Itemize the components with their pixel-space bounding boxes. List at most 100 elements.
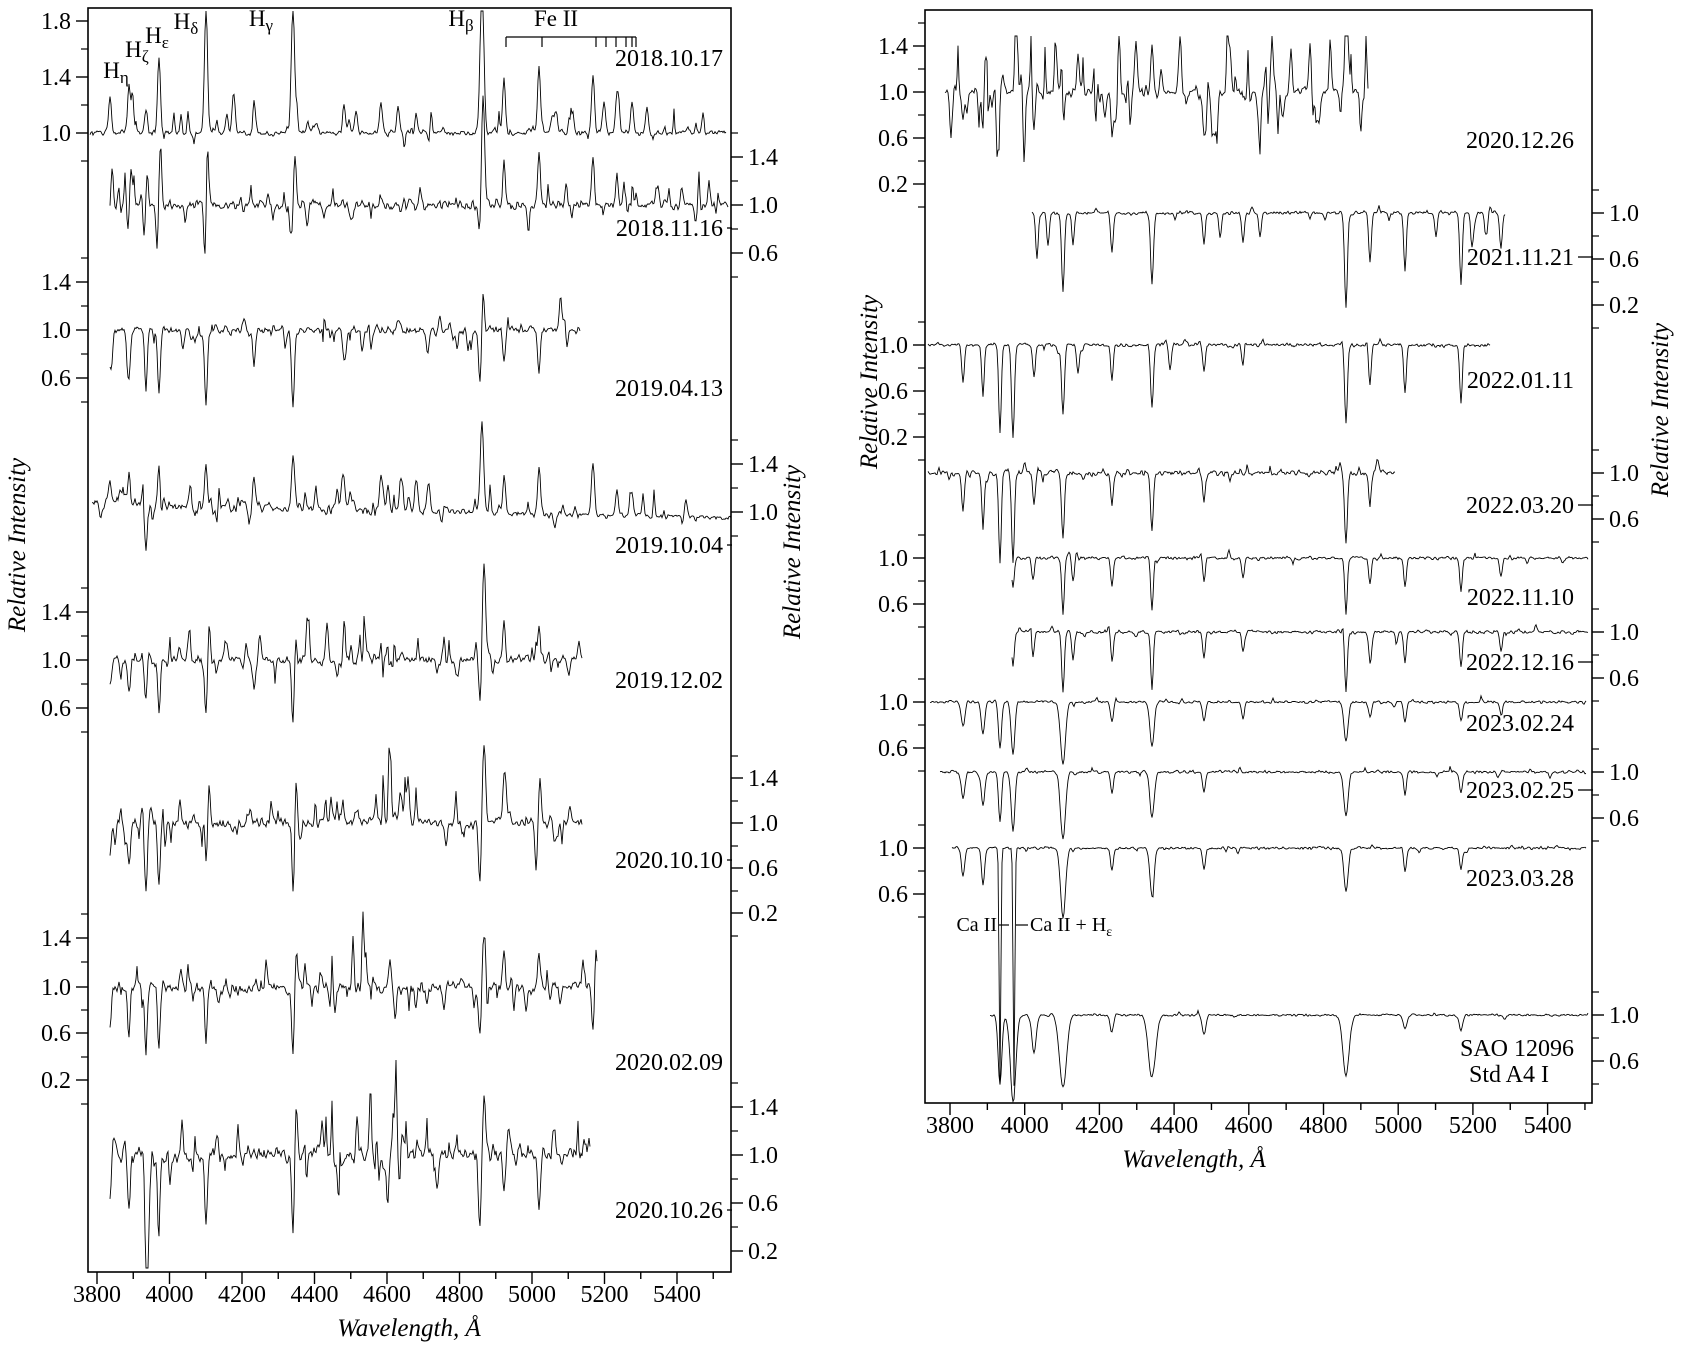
x-axis-title: Wavelength, Å: [1122, 1146, 1266, 1173]
y-tick-label: 0.6: [1609, 806, 1639, 832]
y-tick-label: 0.2: [748, 1239, 778, 1265]
y-tick-label: 1.8: [41, 9, 71, 35]
y-tick-label: 0.6: [41, 696, 71, 722]
y-tick-label: 1.0: [748, 1143, 778, 1169]
spectrum-trace-2021-11-21: [1031, 205, 1506, 308]
y-tick-label: 1.0: [1609, 461, 1639, 487]
date-label: 2020.10.26: [615, 1198, 723, 1224]
y-tick-label: 1.0: [1609, 760, 1639, 786]
y-tick-label: 0.6: [1609, 666, 1639, 692]
y-tick-label: 1.0: [41, 318, 71, 344]
x-tick-label: 4000: [1001, 1113, 1049, 1139]
date-label: 2019.12.02: [615, 668, 723, 694]
feii-label: Fe II: [534, 6, 578, 31]
y-tick-label: 0.6: [878, 592, 908, 618]
x-tick-label: 3800: [926, 1113, 974, 1139]
y-axis-title: Relative Intensity: [4, 457, 31, 633]
y-tick-label: 0.6: [878, 736, 908, 762]
x-tick-label: 4400: [1150, 1113, 1198, 1139]
spectrum-trace-2020-10-10: [109, 745, 583, 892]
x-axis-title: Wavelength, Å: [337, 1315, 481, 1342]
spectrum-trace-2018-10-17: [89, 10, 727, 148]
line-id-label: Hη: [103, 58, 129, 87]
x-tick-label: 5000: [508, 1282, 556, 1308]
y-tick-label: 0.6: [41, 1021, 71, 1047]
y-tick-label: 0.2: [878, 425, 908, 451]
y-tick-label: 1.0: [41, 121, 71, 147]
x-tick-label: 5200: [581, 1282, 629, 1308]
date-label: 2022.11.10: [1467, 585, 1574, 611]
date-label: 2018.10.17: [615, 46, 723, 72]
y-tick-label: 1.4: [748, 766, 778, 792]
x-tick-label: 4600: [1225, 1113, 1273, 1139]
y-tick-label: 1.0: [878, 80, 908, 106]
spectrum-trace-2022-12-16: [1011, 623, 1589, 693]
y-tick-label: 1.0: [878, 546, 908, 572]
y-tick-label: 1.0: [748, 500, 778, 526]
y-tick-label: 1.4: [41, 926, 71, 952]
y-tick-label: 0.6: [748, 1191, 778, 1217]
x-tick-label: 5200: [1449, 1113, 1497, 1139]
date-label: 2023.02.25: [1466, 778, 1574, 804]
caii-he-label: Ca II + Hε: [1030, 914, 1112, 940]
y-tick-label: 1.0: [1609, 1003, 1639, 1029]
y-tick-label: 1.0: [41, 975, 71, 1001]
y-tick-label: 1.0: [878, 836, 908, 862]
y-tick-label: 0.2: [1609, 293, 1639, 319]
y-tick-label: 1.0: [748, 193, 778, 219]
y-tick-label: 0.6: [878, 126, 908, 152]
y-tick-label: 1.0: [41, 648, 71, 674]
y-axis-title: Relative Intensity: [856, 294, 883, 470]
y-tick-label: 1.4: [748, 145, 778, 171]
y-tick-label: 0.2: [748, 901, 778, 927]
y-tick-label: 1.0: [1609, 201, 1639, 227]
y-tick-label: 1.4: [41, 600, 71, 626]
spectrum-trace-2022-03-20: [927, 458, 1396, 564]
spectrum-trace-2020-02-09: [109, 911, 598, 1056]
y-tick-label: 1.4: [878, 34, 908, 60]
line-id-label: Hγ: [249, 6, 274, 35]
date-label: 2023.02.24: [1466, 711, 1574, 737]
date-label: 2018.11.16: [616, 216, 723, 242]
x-tick-label: 3800: [73, 1282, 121, 1308]
x-tick-label: 5400: [1524, 1113, 1572, 1139]
date-label: 2020.12.26: [1466, 128, 1574, 154]
y-tick-label: 0.2: [878, 172, 908, 198]
spectrum-trace-2018-11-16: [109, 95, 729, 254]
x-tick-label: 4200: [1075, 1113, 1123, 1139]
x-tick-label: 4400: [291, 1282, 339, 1308]
y-tick-label: 1.0: [878, 333, 908, 359]
line-id-label: Hζ: [125, 37, 149, 66]
y-axis-title: Relative Intensity: [779, 464, 806, 640]
y-axis-title: Relative Intensity: [1647, 322, 1674, 498]
y-tick-label: 1.4: [41, 65, 71, 91]
spectrum-trace-2023-02-24: [929, 694, 1587, 765]
x-tick-label: 4000: [146, 1282, 194, 1308]
x-tick-label: 4800: [1300, 1113, 1348, 1139]
spectrum-trace-2020-12-26: [944, 35, 1369, 163]
y-tick-label: 0.6: [1609, 1049, 1639, 1075]
date-label: 2022.01.11: [1467, 368, 1574, 394]
line-id-label: Hβ: [448, 6, 473, 35]
spectrum-trace-2019-12-02: [109, 563, 583, 723]
date-label: 2022.12.16: [1466, 650, 1574, 676]
y-tick-label: 0.2: [41, 1068, 71, 1094]
spectrum-trace-2023-02-25: [939, 766, 1587, 840]
date-label: 2023.03.28: [1466, 866, 1574, 892]
date-label: 2019.04.13: [615, 376, 723, 402]
y-tick-label: 0.6: [1609, 507, 1639, 533]
left-frame: [87, 7, 732, 1273]
y-tick-label: 1.4: [748, 1095, 778, 1121]
spectrum-trace-2022-11-10: [1011, 548, 1589, 615]
y-tick-label: 1.4: [748, 452, 778, 478]
y-tick-label: 0.6: [878, 379, 908, 405]
y-tick-label: 1.0: [878, 690, 908, 716]
spectrum-trace-2020-10-26: [109, 1059, 591, 1269]
x-tick-label: 4600: [363, 1282, 411, 1308]
y-tick-label: 0.6: [41, 366, 71, 392]
spectrum-trace-2023-03-28: [951, 844, 1587, 1086]
y-tick-label: 1.4: [41, 270, 71, 296]
y-tick-label: 0.6: [878, 882, 908, 908]
